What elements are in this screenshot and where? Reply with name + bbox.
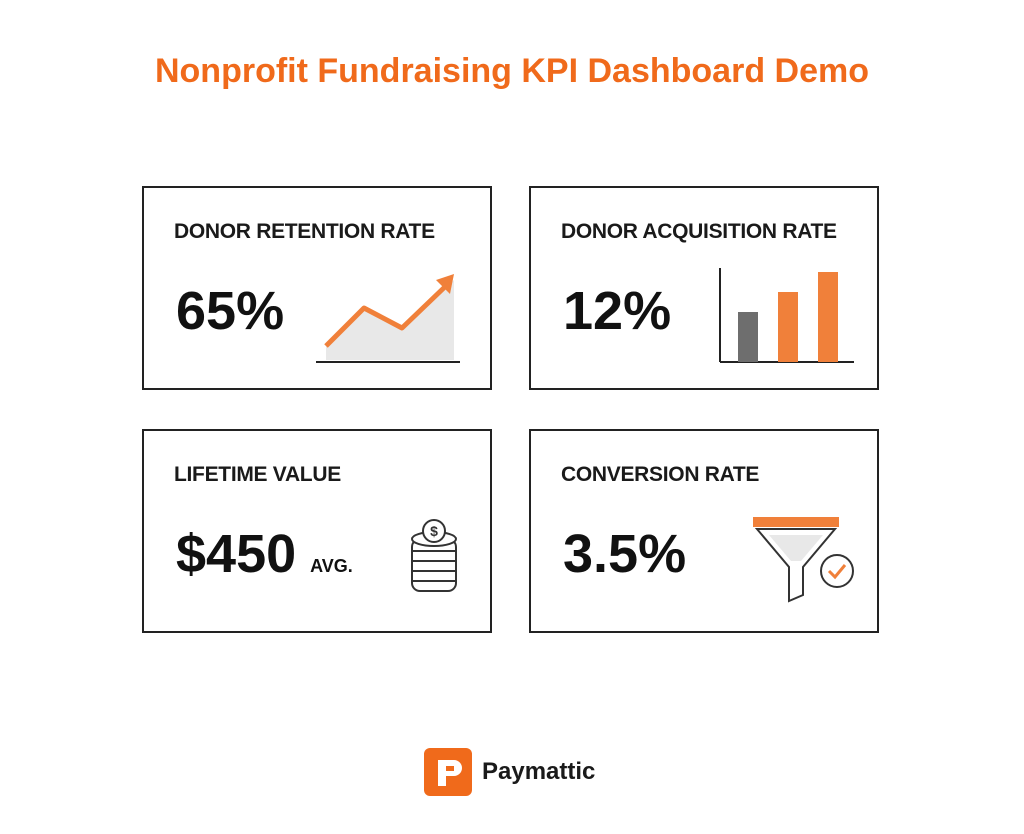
trend-icon bbox=[316, 274, 460, 363]
kpi-label: DONOR RETENTION RATE bbox=[174, 220, 435, 243]
kpi-value: $450 AVG. bbox=[176, 523, 353, 585]
kpi-label: DONOR ACQUISITION RATE bbox=[561, 220, 837, 243]
kpi-value: 12% bbox=[563, 281, 672, 341]
brand-name: Paymattic bbox=[482, 758, 596, 785]
kpi-label: LIFETIME VALUE bbox=[174, 463, 341, 486]
kpi-suffix: AVG. bbox=[310, 556, 353, 576]
kpi-value: 3.5% bbox=[563, 524, 687, 584]
brand: Paymattic bbox=[424, 748, 595, 796]
funnel-icon bbox=[753, 517, 854, 603]
kpi-card: DONOR RETENTION RATE 65% bbox=[142, 186, 492, 390]
kpi-label: CONVERSION RATE bbox=[561, 463, 760, 486]
kpi-card: LIFETIME VALUE $450 AVG. $ bbox=[142, 429, 492, 633]
svg-text:$: $ bbox=[430, 523, 438, 539]
kpi-card: DONOR ACQUISITION RATE 12% bbox=[529, 186, 879, 390]
kpi-number: $450 bbox=[176, 524, 297, 584]
brand-logo bbox=[424, 748, 472, 796]
kpi-value: 65% bbox=[176, 281, 285, 341]
title: Nonprofit Fundraising KPI Dashboard Demo bbox=[154, 52, 870, 90]
kpi-card: CONVERSION RATE 3.5% bbox=[529, 429, 879, 633]
bars-icon bbox=[719, 268, 854, 363]
coins-icon: $ bbox=[411, 519, 457, 592]
